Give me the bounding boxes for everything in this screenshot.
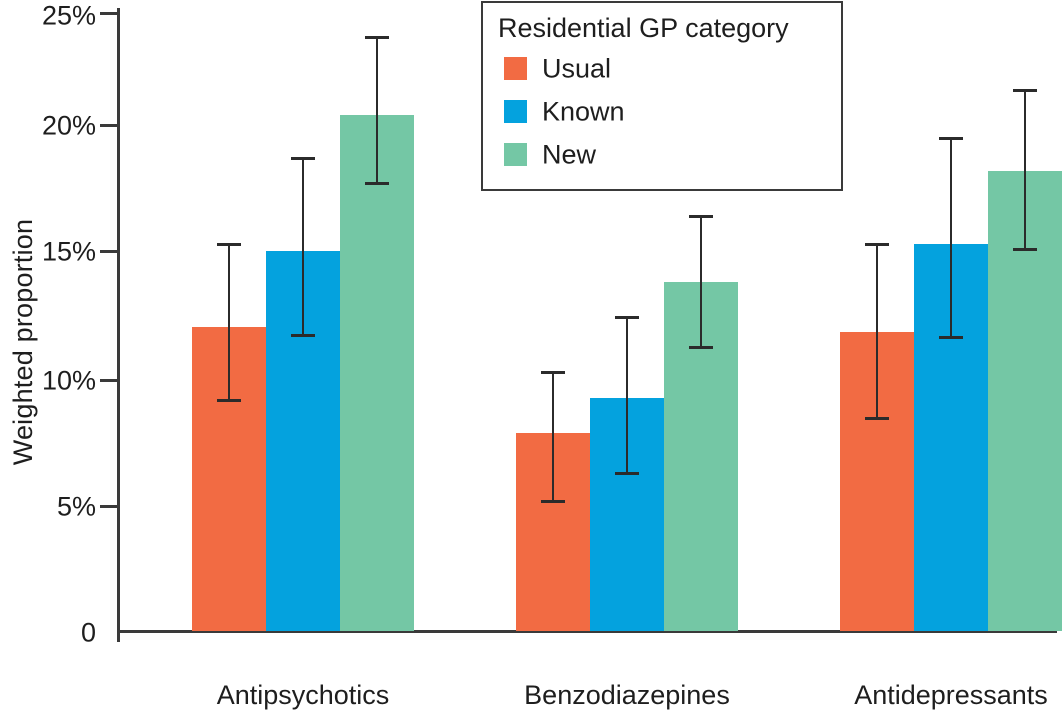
y-tick-label: 0 — [80, 617, 96, 648]
y-tick-label: 25% — [41, 0, 96, 31]
y-tick — [100, 12, 117, 15]
y-tick — [100, 250, 117, 253]
error-bar-cap — [1013, 89, 1037, 93]
error-bar-cap — [689, 346, 713, 350]
error-bar-cap — [541, 371, 565, 375]
x-axis-label-antipsychotics: Antipsychotics — [216, 680, 390, 710]
error-bar-cap — [615, 472, 639, 476]
y-tick-label: 5% — [56, 491, 96, 522]
legend-swatch-usual — [504, 57, 527, 80]
error-bar-line — [950, 138, 952, 338]
error-bar-line — [552, 372, 554, 501]
legend-swatch-known — [504, 100, 527, 123]
error-bar-line — [876, 243, 878, 418]
error-bar-line — [302, 158, 304, 335]
legend-title: Residential GP category — [498, 13, 789, 43]
legend-label: Known — [542, 96, 625, 126]
error-bar-cap — [365, 36, 389, 40]
y-tick — [100, 124, 117, 127]
x-axis-label-antidepressants: Antidepressants — [854, 680, 1048, 710]
error-bar-line — [626, 317, 628, 474]
error-bar-cap — [291, 333, 315, 337]
legend-label: Usual — [542, 53, 612, 83]
error-bar-cap — [939, 137, 963, 141]
error-bar-line — [1024, 90, 1026, 249]
legend-swatch-new — [504, 143, 527, 166]
y-axis-line — [117, 8, 120, 642]
error-bar-cap — [217, 242, 241, 246]
y-tick-label: 20% — [41, 110, 96, 141]
error-bar-cap — [291, 157, 315, 161]
error-bar-cap — [939, 336, 963, 340]
error-bar-cap — [217, 399, 241, 403]
y-tick — [100, 379, 117, 382]
y-tick-label: 10% — [41, 365, 96, 396]
error-bar-cap — [541, 499, 565, 503]
error-bar-cap — [865, 416, 889, 420]
legend-label: New — [542, 139, 597, 169]
y-tick-label: 15% — [41, 236, 96, 267]
error-bar-line — [376, 37, 378, 184]
error-bar-cap — [365, 182, 389, 186]
error-bar-cap — [865, 242, 889, 246]
error-bar-line — [700, 216, 702, 348]
legend: Residential GP category Usual Known New — [481, 1, 843, 191]
error-bar-line — [228, 243, 230, 401]
error-bar-cap — [1013, 247, 1037, 251]
error-bar-cap — [689, 215, 713, 219]
y-tick — [100, 505, 117, 508]
bar-new-antipsychotics — [340, 115, 414, 631]
x-axis-label-benzodiazepines: Benzodiazepines — [524, 680, 730, 710]
error-bar-cap — [615, 316, 639, 319]
x-axis-line — [117, 630, 1057, 633]
